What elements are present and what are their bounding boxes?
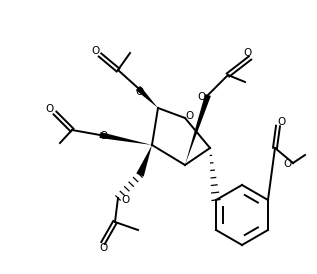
Text: O: O (136, 87, 144, 97)
Text: O: O (284, 159, 292, 169)
Text: O: O (92, 46, 100, 56)
Text: O: O (100, 131, 108, 141)
Polygon shape (136, 145, 152, 176)
Polygon shape (136, 86, 158, 108)
Text: O: O (46, 104, 54, 114)
Polygon shape (185, 94, 211, 165)
Text: O: O (185, 111, 193, 121)
Text: O: O (99, 243, 107, 253)
Polygon shape (100, 132, 152, 145)
Text: O: O (277, 117, 285, 127)
Text: O: O (243, 48, 251, 58)
Text: O: O (121, 195, 129, 205)
Text: O: O (197, 92, 205, 102)
